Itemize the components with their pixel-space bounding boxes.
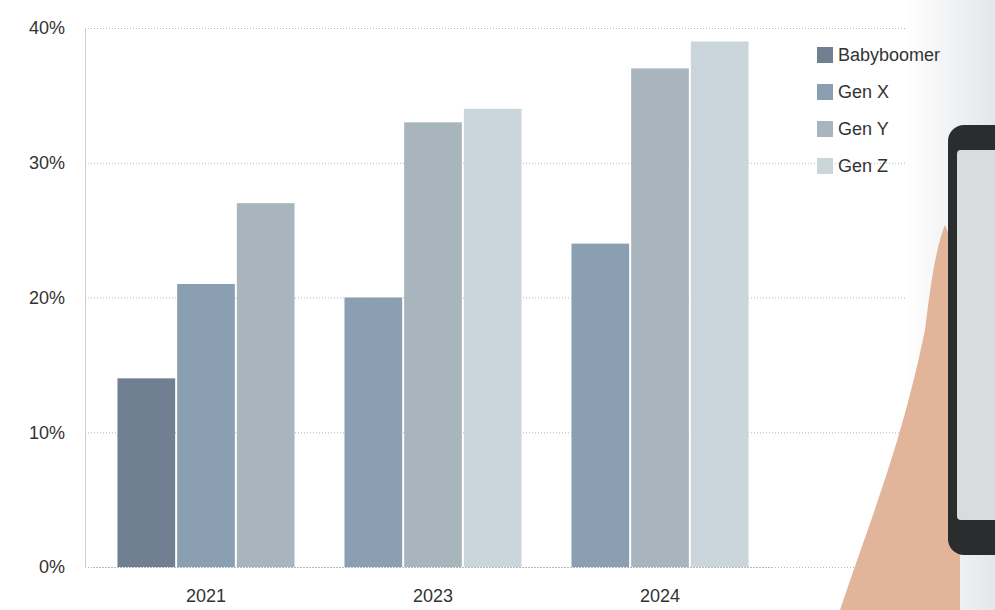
phone [948, 125, 995, 555]
legend-item: Gen Z [817, 156, 888, 176]
y-tick: 40% [29, 18, 905, 38]
bar [464, 109, 522, 567]
y-tick-label: 10% [29, 423, 65, 443]
bars [117, 41, 748, 567]
hand [840, 225, 960, 610]
legend-label: Gen Z [838, 156, 888, 176]
grid-line [85, 567, 905, 568]
y-tick-label: 0% [39, 557, 65, 577]
x-axis-line [93, 567, 774, 568]
y-axis: 0% 10% 20% 30% 40% [29, 18, 905, 577]
x-tick: 2023 [413, 567, 453, 606]
legend-swatch [817, 121, 833, 137]
legend-swatch [817, 84, 833, 100]
legend-swatch [817, 47, 833, 63]
legend-item: Babyboomer [817, 45, 940, 65]
bar [117, 378, 175, 567]
legend-label: Babyboomer [838, 45, 940, 65]
x-tick-label: 2023 [413, 586, 453, 606]
legend-item: Gen Y [817, 119, 889, 139]
x-tick: 2024 [640, 567, 680, 606]
bar [237, 203, 295, 567]
bar [631, 68, 689, 567]
legend: Babyboomer Gen X Gen Y Gen Z [817, 45, 940, 176]
bar [691, 41, 749, 567]
phone-screen [957, 150, 995, 520]
y-tick-label: 30% [29, 153, 65, 173]
bar [344, 298, 402, 568]
bar [404, 122, 462, 567]
bar [571, 244, 629, 567]
legend-swatch [817, 158, 833, 174]
legend-label: Gen Y [838, 119, 889, 139]
legend-label: Gen X [838, 82, 889, 102]
legend-item: Gen X [817, 82, 889, 102]
y-tick-label: 40% [29, 18, 65, 38]
bar [177, 284, 235, 567]
chart: 0% 10% 20% 30% 40% 2021 2023 2024 Babyboomer Gen … [0, 0, 995, 610]
x-tick-label: 2021 [186, 586, 226, 606]
grid-line [85, 28, 905, 29]
x-axis: 2021 2023 2024 [93, 567, 774, 606]
y-tick-label: 20% [29, 288, 65, 308]
x-tick: 2021 [186, 567, 226, 606]
x-tick-label: 2024 [640, 586, 680, 606]
